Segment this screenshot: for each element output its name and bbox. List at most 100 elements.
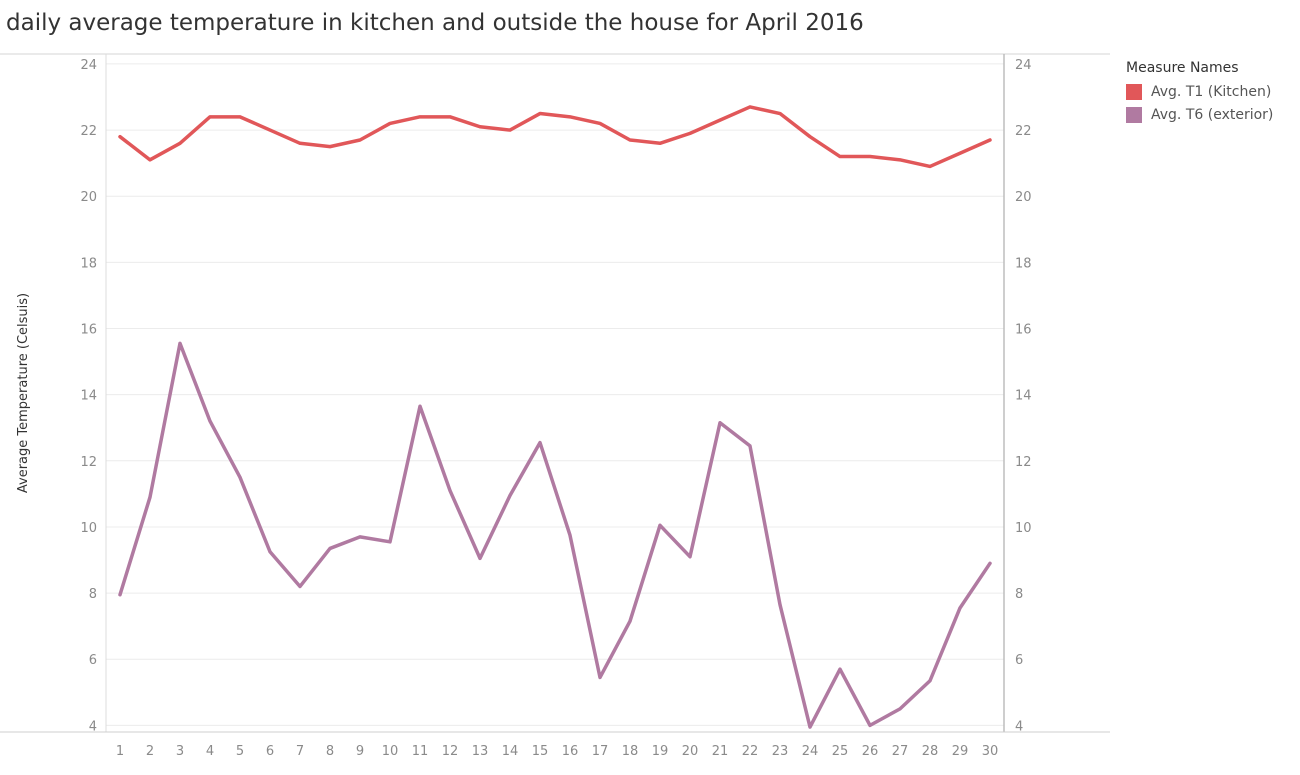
x-tick-label: 23 bbox=[772, 744, 789, 759]
data-point-exterior bbox=[208, 419, 212, 423]
y-tick-label-left: 6 bbox=[89, 653, 97, 668]
data-point-exterior bbox=[478, 556, 482, 560]
x-tick-label: 19 bbox=[652, 744, 669, 759]
data-point-kitchen bbox=[328, 145, 332, 149]
y-tick-label-left: 4 bbox=[89, 719, 97, 734]
y-tick-label-right: 4 bbox=[1015, 719, 1023, 734]
y-tick-label-right: 24 bbox=[1015, 58, 1032, 73]
x-tick-label: 13 bbox=[472, 744, 489, 759]
data-point-exterior bbox=[778, 603, 782, 607]
data-point-kitchen bbox=[418, 115, 422, 119]
data-point-kitchen bbox=[628, 138, 632, 142]
x-tick-label: 29 bbox=[952, 744, 969, 759]
data-point-exterior bbox=[358, 535, 362, 539]
data-point-kitchen bbox=[208, 115, 212, 119]
data-point-kitchen bbox=[688, 131, 692, 135]
x-tick-label: 26 bbox=[862, 744, 879, 759]
data-point-kitchen bbox=[748, 105, 752, 109]
y-tick-label-right: 20 bbox=[1015, 190, 1032, 205]
data-point-kitchen bbox=[538, 112, 542, 116]
data-point-kitchen bbox=[598, 121, 602, 125]
data-point-kitchen bbox=[148, 158, 152, 162]
y-tick-label-right: 6 bbox=[1015, 653, 1023, 668]
data-point-exterior bbox=[658, 523, 662, 527]
data-point-exterior bbox=[838, 667, 842, 671]
data-point-kitchen bbox=[238, 115, 242, 119]
data-point-exterior bbox=[718, 421, 722, 425]
x-tick-label: 21 bbox=[712, 744, 729, 759]
data-point-kitchen bbox=[808, 135, 812, 139]
y-tick-label-left: 8 bbox=[89, 587, 97, 602]
y-tick-label-left: 10 bbox=[80, 521, 97, 536]
x-tick-label: 16 bbox=[562, 744, 579, 759]
x-tick-label: 18 bbox=[622, 744, 639, 759]
x-tick-label: 5 bbox=[236, 744, 244, 759]
y-tick-label-left: 22 bbox=[80, 124, 97, 139]
y-tick-label-left: 16 bbox=[80, 323, 97, 338]
legend-item-kitchen[interactable]: Avg. T1 (Kitchen) bbox=[1126, 80, 1273, 103]
data-point-kitchen bbox=[718, 118, 722, 122]
data-point-exterior bbox=[748, 444, 752, 448]
legend-title: Measure Names bbox=[1126, 60, 1239, 76]
x-tick-label: 24 bbox=[802, 744, 819, 759]
x-tick-label: 28 bbox=[922, 744, 939, 759]
data-point-exterior bbox=[328, 546, 332, 550]
x-tick-label: 7 bbox=[296, 744, 304, 759]
data-point-exterior bbox=[898, 707, 902, 711]
y-tick-label-right: 10 bbox=[1015, 521, 1032, 536]
data-point-kitchen bbox=[508, 128, 512, 132]
data-point-kitchen bbox=[448, 115, 452, 119]
data-point-kitchen bbox=[958, 151, 962, 155]
y-tick-label-left: 14 bbox=[80, 389, 97, 404]
data-point-exterior bbox=[568, 533, 572, 537]
data-point-kitchen bbox=[868, 155, 872, 159]
x-tick-label: 22 bbox=[742, 744, 759, 759]
x-tick-label: 11 bbox=[412, 744, 429, 759]
data-point-kitchen bbox=[928, 164, 932, 168]
data-point-exterior bbox=[988, 561, 992, 565]
y-axis-title: Average Temperature (Celsuis) bbox=[16, 293, 31, 493]
data-point-exterior bbox=[268, 550, 272, 554]
data-point-exterior bbox=[868, 723, 872, 727]
data-point-exterior bbox=[958, 606, 962, 610]
data-point-kitchen bbox=[388, 121, 392, 125]
data-point-exterior bbox=[418, 404, 422, 408]
data-point-kitchen bbox=[298, 141, 302, 145]
data-point-kitchen bbox=[568, 115, 572, 119]
data-point-exterior bbox=[298, 584, 302, 588]
x-tick-label: 3 bbox=[176, 744, 184, 759]
y-tick-label-left: 24 bbox=[80, 58, 97, 73]
legend: Measure Names Avg. T1 (Kitchen) Avg. T6 … bbox=[1126, 60, 1273, 126]
x-tick-label: 9 bbox=[356, 744, 364, 759]
data-point-exterior bbox=[538, 441, 542, 445]
x-tick-label: 14 bbox=[502, 744, 519, 759]
data-point-exterior bbox=[238, 475, 242, 479]
data-point-exterior bbox=[928, 679, 932, 683]
legend-label-kitchen: Avg. T1 (Kitchen) bbox=[1151, 83, 1272, 100]
data-point-exterior bbox=[118, 593, 122, 597]
data-point-exterior bbox=[508, 494, 512, 498]
x-tick-label: 6 bbox=[266, 744, 274, 759]
data-point-kitchen bbox=[898, 158, 902, 162]
data-point-exterior bbox=[388, 540, 392, 544]
data-point-exterior bbox=[688, 555, 692, 559]
data-point-exterior bbox=[628, 619, 632, 623]
x-tick-label: 30 bbox=[982, 744, 999, 759]
x-tick-label: 20 bbox=[682, 744, 699, 759]
data-point-kitchen bbox=[658, 141, 662, 145]
x-tick-label: 27 bbox=[892, 744, 909, 759]
y-tick-label-right: 12 bbox=[1015, 455, 1032, 470]
y-tick-label-right: 14 bbox=[1015, 389, 1032, 404]
chart-title: daily average temperature in kitchen and… bbox=[6, 10, 864, 36]
series-line-kitchen bbox=[118, 105, 992, 169]
x-tick-label: 25 bbox=[832, 744, 849, 759]
legend-swatch-exterior bbox=[1126, 106, 1142, 123]
data-point-kitchen bbox=[358, 138, 362, 142]
legend-item-exterior[interactable]: Avg. T6 (exterior) bbox=[1126, 103, 1273, 126]
data-point-exterior bbox=[148, 495, 152, 499]
data-point-kitchen bbox=[118, 135, 122, 139]
y-tick-label-left: 20 bbox=[80, 190, 97, 205]
x-tick-label: 1 bbox=[116, 744, 124, 759]
data-point-kitchen bbox=[988, 138, 992, 142]
